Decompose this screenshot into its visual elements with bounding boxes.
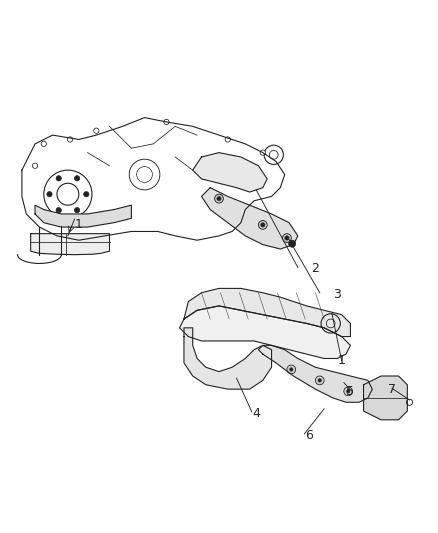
Text: 6: 6 [305, 429, 313, 442]
Circle shape [315, 376, 324, 385]
Circle shape [283, 233, 291, 243]
Circle shape [74, 176, 80, 181]
Circle shape [84, 191, 89, 197]
Circle shape [260, 150, 265, 155]
Circle shape [164, 119, 169, 125]
Polygon shape [184, 288, 350, 336]
Text: 5: 5 [346, 385, 354, 398]
Circle shape [47, 191, 52, 197]
Circle shape [344, 387, 353, 395]
Polygon shape [180, 306, 350, 359]
Circle shape [261, 223, 265, 227]
Polygon shape [31, 233, 110, 255]
Circle shape [67, 137, 73, 142]
Text: 1: 1 [338, 354, 346, 367]
Circle shape [290, 368, 293, 371]
Text: 2: 2 [311, 262, 319, 275]
Circle shape [285, 236, 289, 240]
Polygon shape [364, 376, 407, 420]
Text: 3: 3 [333, 288, 341, 302]
Polygon shape [193, 152, 267, 192]
Circle shape [215, 194, 223, 203]
Text: 7: 7 [388, 383, 396, 395]
Polygon shape [184, 328, 272, 389]
Circle shape [41, 141, 46, 147]
Circle shape [217, 197, 221, 201]
Circle shape [318, 378, 321, 382]
Circle shape [346, 390, 350, 393]
Text: 1: 1 [75, 219, 83, 231]
Circle shape [56, 207, 61, 213]
Circle shape [56, 176, 61, 181]
Circle shape [94, 128, 99, 133]
Polygon shape [258, 345, 372, 402]
Circle shape [258, 221, 267, 229]
Circle shape [287, 365, 296, 374]
Circle shape [225, 137, 230, 142]
Polygon shape [35, 205, 131, 227]
Text: 4: 4 [252, 407, 260, 419]
Circle shape [74, 207, 80, 213]
Circle shape [289, 240, 296, 247]
Circle shape [32, 163, 38, 168]
Circle shape [406, 399, 413, 405]
Polygon shape [201, 188, 298, 249]
